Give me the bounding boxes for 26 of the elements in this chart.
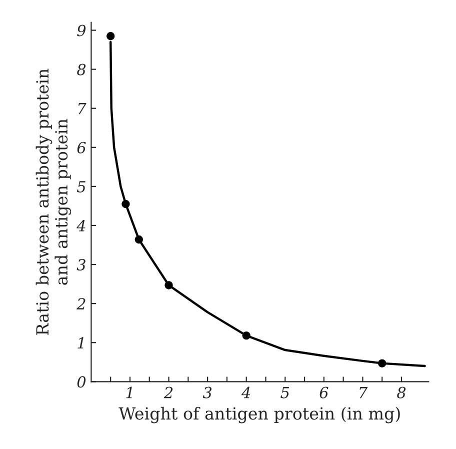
y-tick-label: 6 xyxy=(77,142,86,154)
x-tick-label: 2 xyxy=(164,386,173,398)
y-axis-title: Ratio between antibody protein and antigen protein xyxy=(36,68,72,335)
x-tick-label: 5 xyxy=(280,386,290,398)
point xyxy=(134,235,144,244)
point xyxy=(164,281,173,290)
point xyxy=(106,32,115,40)
y-tick-label: 2 xyxy=(76,298,86,310)
x-tick-label: 6 xyxy=(320,386,328,398)
x-tick-label: 7 xyxy=(360,386,368,398)
y-tick-label: 3 xyxy=(76,258,86,271)
y-tick-label: 0 xyxy=(77,376,86,388)
point xyxy=(122,200,130,208)
x-axis-title: Weight of antigen protein (in mg) xyxy=(118,406,400,424)
x-tick-label: 4 xyxy=(241,386,250,398)
x-tick-label: 1 xyxy=(126,386,132,398)
y-tick-label: 4 xyxy=(76,220,86,232)
y-tick-label: 9 xyxy=(77,24,86,36)
y-tick-label: 1 xyxy=(78,337,84,348)
point xyxy=(378,359,386,368)
x-tick-label: 3 xyxy=(202,386,212,398)
point xyxy=(242,331,250,340)
y-tick-label: 7 xyxy=(78,103,86,114)
x-tick-label: 8 xyxy=(397,386,406,398)
y-tick-label: 5 xyxy=(76,181,86,192)
y-tick-label: 8 xyxy=(77,64,86,76)
